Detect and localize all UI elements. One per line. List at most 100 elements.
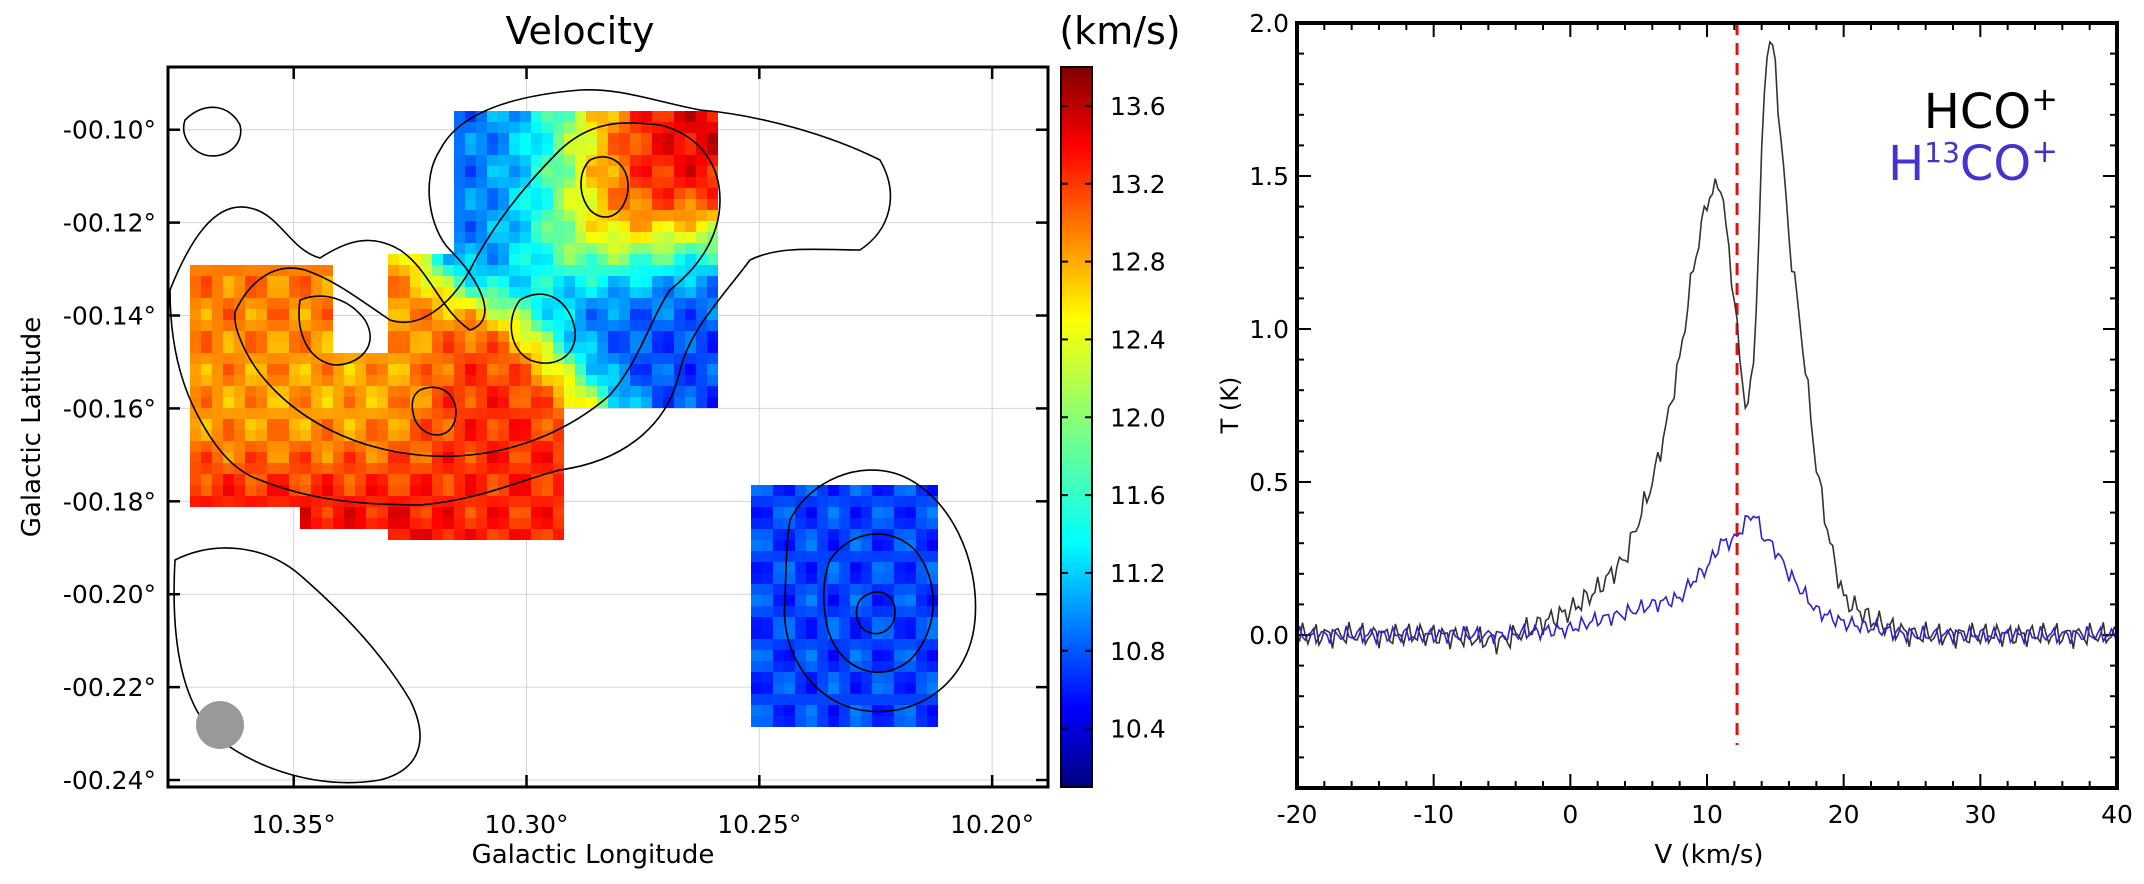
velocity-pixel bbox=[388, 507, 399, 518]
velocity-pixel bbox=[828, 562, 839, 573]
velocity-pixel bbox=[883, 518, 894, 529]
velocity-pixel bbox=[817, 485, 828, 496]
velocity-pixel bbox=[861, 540, 872, 551]
spectrum-y-tick-label: 1.0 bbox=[1249, 315, 1289, 344]
velocity-pixel bbox=[597, 276, 608, 287]
velocity-pixel bbox=[212, 309, 223, 320]
velocity-pixel bbox=[333, 496, 344, 507]
velocity-pixel bbox=[487, 243, 498, 254]
velocity-pixel bbox=[586, 276, 597, 287]
velocity-pixel bbox=[608, 111, 619, 122]
velocity-pixel bbox=[454, 485, 465, 496]
velocity-pixel bbox=[553, 155, 564, 166]
velocity-pixel bbox=[421, 309, 432, 320]
velocity-pixel bbox=[509, 496, 520, 507]
velocity-pixel bbox=[663, 188, 674, 199]
velocity-pixel bbox=[531, 485, 542, 496]
velocity-pixel bbox=[542, 320, 553, 331]
velocity-pixel bbox=[641, 386, 652, 397]
velocity-pixel bbox=[388, 485, 399, 496]
velocity-pixel bbox=[597, 397, 608, 408]
velocity-pixel bbox=[795, 672, 806, 683]
velocity-pixel bbox=[696, 122, 707, 133]
velocity-pixel bbox=[454, 298, 465, 309]
velocity-pixel bbox=[784, 551, 795, 562]
velocity-pixel bbox=[630, 287, 641, 298]
velocity-pixel bbox=[410, 309, 421, 320]
velocity-pixel bbox=[828, 650, 839, 661]
velocity-pixel bbox=[531, 397, 542, 408]
map-y-tick-label: -00.18° bbox=[63, 487, 156, 516]
velocity-pixel bbox=[674, 386, 685, 397]
spectrum-x-tick-labels: -20 -10 0 10 20 30 40 bbox=[1277, 800, 2133, 829]
velocity-pixel bbox=[465, 408, 476, 419]
velocity-pixel bbox=[872, 617, 883, 628]
velocity-pixel bbox=[234, 485, 245, 496]
velocity-pixel bbox=[421, 485, 432, 496]
velocity-pixel bbox=[443, 386, 454, 397]
velocity-pixel bbox=[828, 716, 839, 727]
velocity-pixel bbox=[245, 397, 256, 408]
velocity-pixel bbox=[443, 342, 454, 353]
velocity-pixel bbox=[696, 188, 707, 199]
velocity-pixel bbox=[245, 276, 256, 287]
velocity-pixel bbox=[487, 232, 498, 243]
velocity-pixel bbox=[201, 309, 212, 320]
velocity-pixel bbox=[630, 122, 641, 133]
velocity-pixel bbox=[696, 133, 707, 144]
velocity-pixel bbox=[652, 254, 663, 265]
velocity-pixel bbox=[432, 507, 443, 518]
velocity-pixel bbox=[894, 573, 905, 584]
velocity-pixel bbox=[817, 529, 828, 540]
velocity-pixel bbox=[542, 375, 553, 386]
velocity-pixel bbox=[795, 584, 806, 595]
velocity-pixel bbox=[245, 364, 256, 375]
velocity-pixel bbox=[883, 485, 894, 496]
map-x-tick-labels: 10.35° 10.30° 10.25° 10.20° bbox=[252, 810, 1034, 839]
velocity-pixel bbox=[883, 650, 894, 661]
velocity-pixel bbox=[707, 144, 718, 155]
velocity-pixel bbox=[586, 386, 597, 397]
velocity-pixel bbox=[410, 463, 421, 474]
velocity-pixel bbox=[542, 452, 553, 463]
velocity-pixel bbox=[476, 298, 487, 309]
velocity-pixel bbox=[905, 617, 916, 628]
velocity-pixel bbox=[575, 265, 586, 276]
velocity-pixel bbox=[641, 155, 652, 166]
velocity-pixel bbox=[300, 331, 311, 342]
velocity-pixel bbox=[476, 276, 487, 287]
velocity-pixel bbox=[872, 606, 883, 617]
velocity-pixel bbox=[586, 221, 597, 232]
velocity-pixel bbox=[520, 419, 531, 430]
velocity-pixel bbox=[608, 364, 619, 375]
velocity-pixel bbox=[256, 375, 267, 386]
map-ticks bbox=[168, 67, 1048, 787]
velocity-pixel bbox=[465, 166, 476, 177]
velocity-pixel bbox=[421, 430, 432, 441]
velocity-pixel bbox=[784, 529, 795, 540]
velocity-pixel bbox=[234, 342, 245, 353]
velocity-pixel bbox=[201, 441, 212, 452]
velocity-pixel bbox=[509, 287, 520, 298]
velocity-pixel bbox=[817, 650, 828, 661]
velocity-pixel bbox=[784, 584, 795, 595]
legend-hco: HCO+ bbox=[1924, 80, 2058, 140]
velocity-pixel bbox=[861, 672, 872, 683]
velocity-pixel bbox=[685, 309, 696, 320]
velocity-pixel bbox=[476, 177, 487, 188]
velocity-pixel bbox=[597, 386, 608, 397]
velocity-pixel bbox=[773, 639, 784, 650]
velocity-pixel bbox=[861, 584, 872, 595]
velocity-pixel bbox=[509, 111, 520, 122]
velocity-pixel bbox=[784, 628, 795, 639]
velocity-pixel bbox=[773, 573, 784, 584]
velocity-pixel bbox=[509, 276, 520, 287]
velocity-pixel bbox=[322, 342, 333, 353]
velocity-pixel bbox=[553, 254, 564, 265]
velocity-pixel bbox=[201, 386, 212, 397]
velocity-pixel bbox=[399, 397, 410, 408]
velocity-pixel bbox=[531, 529, 542, 540]
velocity-pixel bbox=[564, 364, 575, 375]
velocity-pixel bbox=[586, 298, 597, 309]
velocity-pixel bbox=[498, 386, 509, 397]
